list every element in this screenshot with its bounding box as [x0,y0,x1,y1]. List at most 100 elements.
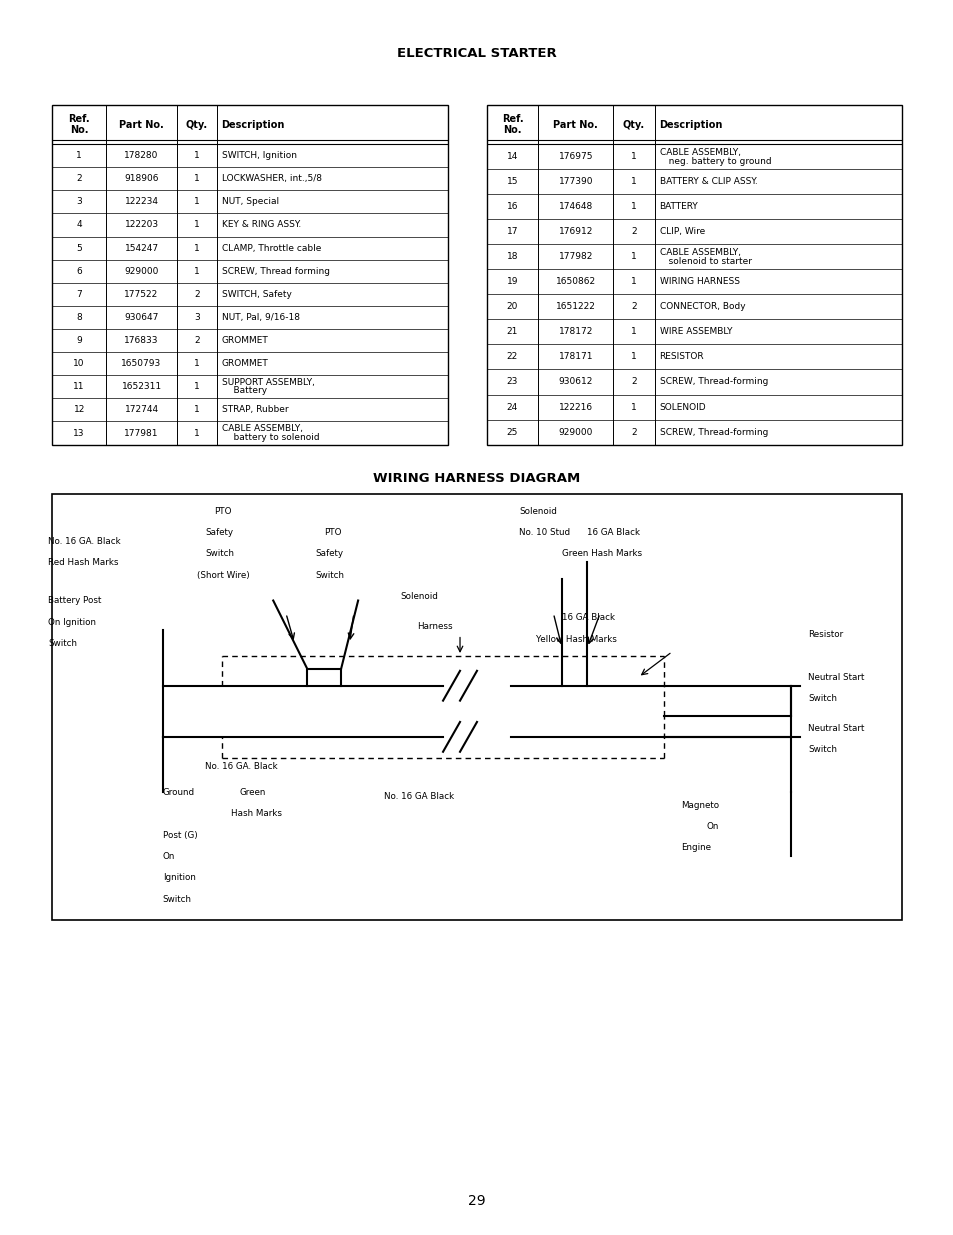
Text: 9: 9 [76,336,82,345]
Text: LOCKWASHER, int.,5/8: LOCKWASHER, int.,5/8 [221,174,321,183]
Text: Switch: Switch [807,746,836,755]
Text: 7: 7 [76,290,82,299]
Text: Neutral Start: Neutral Start [807,673,863,682]
Text: PTO: PTO [324,529,341,537]
Text: 3: 3 [76,198,82,206]
Text: 1: 1 [193,198,199,206]
Text: 176833: 176833 [124,336,158,345]
Text: Hash Marks: Hash Marks [231,809,281,819]
Text: 18: 18 [506,252,517,262]
Text: 1: 1 [630,327,636,336]
Text: SUPPORT ASSEMBLY,: SUPPORT ASSEMBLY, [221,378,314,387]
Text: 22: 22 [506,352,517,362]
Text: On Ignition: On Ignition [49,618,96,626]
Text: Magneto: Magneto [680,800,719,810]
Text: 1: 1 [193,383,199,391]
Text: On: On [705,823,718,831]
Text: 6: 6 [76,267,82,275]
Text: No. 16 GA. Black: No. 16 GA. Black [49,537,121,546]
Text: 154247: 154247 [124,243,158,253]
Text: 122216: 122216 [558,403,592,411]
Text: SCREW, Thread forming: SCREW, Thread forming [221,267,329,275]
Text: CABLE ASSEMBLY,: CABLE ASSEMBLY, [659,248,740,257]
Text: 25: 25 [506,427,517,437]
Text: 178172: 178172 [558,327,593,336]
Text: KEY & RING ASSY.: KEY & RING ASSY. [221,221,300,230]
Text: 21: 21 [506,327,517,336]
Text: NUT, Special: NUT, Special [221,198,278,206]
Text: No. 10 Stud: No. 10 Stud [518,529,570,537]
Text: Neutral Start: Neutral Start [807,724,863,734]
Text: 11: 11 [73,383,85,391]
Text: Switch: Switch [49,638,77,648]
Text: ELECTRICAL STARTER: ELECTRICAL STARTER [396,47,557,61]
Text: PTO: PTO [213,506,231,516]
Text: 20: 20 [506,303,517,311]
Text: Switch: Switch [807,694,836,703]
Text: BATTERY: BATTERY [659,203,698,211]
Text: 929000: 929000 [124,267,158,275]
Text: 12: 12 [73,405,85,415]
Text: Switch: Switch [163,894,192,904]
Text: 1: 1 [193,429,199,437]
Text: 930612: 930612 [558,378,593,387]
Text: 177390: 177390 [558,177,593,186]
Text: Solenoid: Solenoid [518,506,557,516]
Text: 2: 2 [630,378,636,387]
Text: 16 GA Black: 16 GA Black [587,529,639,537]
Text: 172744: 172744 [124,405,158,415]
Text: Battery: Battery [221,387,267,395]
Text: neg. battery to ground: neg. battery to ground [659,157,770,165]
Text: 178280: 178280 [124,151,158,161]
Text: 122234: 122234 [125,198,158,206]
Text: CABLE ASSEMBLY,: CABLE ASSEMBLY, [659,147,740,157]
Text: Switch: Switch [205,550,234,558]
Text: 15: 15 [506,177,517,186]
Text: Part No.: Part No. [119,120,164,130]
Text: CLIP, Wire: CLIP, Wire [659,227,704,236]
Text: 1: 1 [193,359,199,368]
Text: (Short Wire): (Short Wire) [196,571,250,579]
Text: 1: 1 [193,221,199,230]
Text: 178171: 178171 [558,352,593,362]
Text: 1651222: 1651222 [556,303,595,311]
Text: Ref.
No.: Ref. No. [69,114,90,136]
Text: 2: 2 [630,303,636,311]
Text: 2: 2 [630,227,636,236]
Text: 177981: 177981 [124,429,158,437]
Text: 122203: 122203 [124,221,158,230]
Text: 176975: 176975 [558,152,593,161]
Text: 177522: 177522 [124,290,158,299]
Text: 10: 10 [73,359,85,368]
Text: Safety: Safety [315,550,343,558]
Text: Description: Description [659,120,722,130]
Text: 930647: 930647 [124,312,158,322]
Text: WIRING HARNESS: WIRING HARNESS [659,278,739,287]
Text: 1: 1 [193,243,199,253]
Text: 2: 2 [630,427,636,437]
Text: Part No.: Part No. [553,120,598,130]
Text: Harness: Harness [417,622,453,631]
Text: RESISTOR: RESISTOR [659,352,703,362]
Text: Post (G): Post (G) [163,831,197,840]
Text: SWITCH, Safety: SWITCH, Safety [221,290,291,299]
Text: WIRE ASSEMBLY: WIRE ASSEMBLY [659,327,731,336]
Text: Green Hash Marks: Green Hash Marks [561,550,641,558]
Text: 2: 2 [194,290,199,299]
Text: SWITCH, Ignition: SWITCH, Ignition [221,151,296,161]
Text: 16: 16 [506,203,517,211]
Text: 176912: 176912 [558,227,593,236]
Text: Switch: Switch [315,571,344,579]
Text: solenoid to starter: solenoid to starter [659,257,751,266]
Text: 8: 8 [76,312,82,322]
Text: 1: 1 [630,203,636,211]
Text: 13: 13 [73,429,85,437]
Text: Engine: Engine [680,844,710,852]
Text: STRAP, Rubber: STRAP, Rubber [221,405,288,415]
Text: 1: 1 [630,352,636,362]
Text: Ref.
No.: Ref. No. [501,114,523,136]
Text: Qty.: Qty. [186,120,208,130]
Text: 1: 1 [193,151,199,161]
Text: battery to solenoid: battery to solenoid [221,432,319,442]
Text: SCREW, Thread-forming: SCREW, Thread-forming [659,427,767,437]
